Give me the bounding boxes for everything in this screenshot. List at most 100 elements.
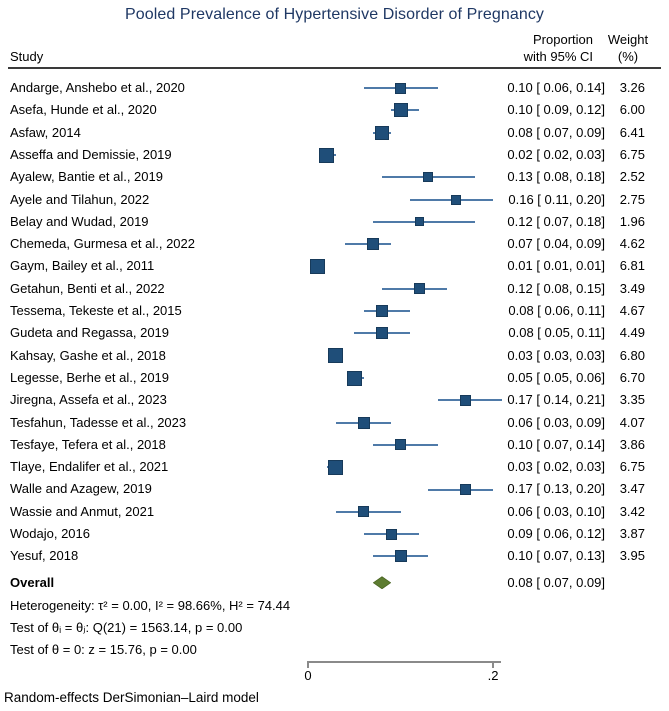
proportion-ci-value: 0.09 [ 0.06, 0.12] (507, 526, 605, 541)
header-divider (8, 67, 661, 69)
effect-square (414, 217, 424, 227)
ci-line (409, 198, 493, 201)
column-header-proportion-line1: Proportion (533, 32, 593, 47)
effect-square (376, 327, 388, 340)
column-header-weight-line1: Weight (607, 32, 649, 47)
effect-square (357, 416, 370, 429)
effect-square (376, 305, 388, 318)
study-label: Ayele and Tilahun, 2022 (10, 191, 150, 207)
study-label: Walle and Azagew, 2019 (10, 481, 152, 497)
weight-value: 4.67 (619, 303, 645, 318)
overall-proportion-ci-value: 0.08 [ 0.07, 0.09] (507, 574, 605, 590)
weight-value: 2.75 (619, 191, 645, 207)
study-label: Asefa, Hunde et al., 2020 (10, 102, 157, 118)
weight-value: 6.00 (619, 102, 645, 118)
table-row: Gudeta and Regassa, 2019 0.08 [ 0.05, 0.1… (0, 322, 669, 344)
effect-square (459, 484, 471, 496)
page-title: Pooled Prevalence of Hypertensive Disord… (124, 6, 545, 23)
effect-square (346, 370, 362, 386)
table-row: Tessema, Tekeste et al., 2015 0.08 [ 0.06… (0, 300, 669, 322)
x-axis (308, 661, 501, 663)
weight-value: 6.80 (619, 347, 645, 363)
table-row: Walle and Azagew, 2019 0.17 [ 0.13, 0.20]… (0, 478, 669, 500)
weight-value: 4.07 (619, 414, 645, 430)
effect-square (328, 459, 344, 475)
x-axis-tick-02 (492, 661, 494, 668)
heterogeneity-stat: Heterogeneity: τ² = 0.00, I² = 98.66%, H… (10, 598, 291, 613)
proportion-ci-value: 0.12 [ 0.08, 0.15] (507, 280, 605, 296)
table-row: Getahun, Benti et al., 2022 0.12 [ 0.08, … (0, 278, 669, 300)
proportion-ci-value: 0.10 [ 0.06, 0.14] (507, 80, 605, 95)
column-header-weight: Weight (%) (604, 31, 652, 65)
effect-square (328, 348, 344, 364)
proportion-ci-value: 0.06 [ 0.03, 0.09] (507, 414, 605, 430)
effect-square (395, 439, 406, 451)
proportion-ci-value: 0.16 [ 0.11, 0.20] (508, 191, 605, 207)
study-label: Asfaw, 2014 (10, 124, 81, 140)
effect-square (451, 194, 461, 205)
study-label: Yesuf, 2018 (10, 548, 79, 564)
table-row: Kahsay, Gashe et al., 2018 0.03 [ 0.03, 0… (0, 345, 669, 367)
effect-square (413, 283, 425, 295)
weight-value: 3.47 (619, 481, 645, 497)
effect-square (395, 82, 406, 94)
effect-square (319, 147, 334, 163)
table-row: Ayalew, Bantie et al., 2019 0.13 [ 0.08, … (0, 166, 669, 188)
study-label: Tessema, Tekeste et al., 2015 (10, 303, 182, 318)
ci-line (372, 443, 438, 446)
table-row: Chemeda, Gurmesa et al., 2022 0.07 [ 0.04… (0, 233, 669, 255)
weight-value: 6.75 (619, 459, 645, 475)
ci-line (382, 287, 447, 290)
table-row: Tesfaye, Tefera et al., 2018 0.10 [ 0.07,… (0, 434, 669, 456)
ci-line (437, 399, 503, 402)
weight-value: 6.41 (619, 124, 645, 140)
column-header-weight-line2: (%) (617, 49, 639, 64)
overall-diamond (372, 576, 392, 590)
study-label: Wassie and Anmut, 2021 (10, 503, 155, 519)
weight-value: 3.49 (619, 280, 645, 296)
table-row: Andarge, Anshebo et al., 2020 0.10 [ 0.06… (0, 77, 669, 99)
study-label: Asseffa and Demissie, 2019 (10, 146, 172, 162)
effect-square (423, 172, 434, 183)
study-label: Legesse, Berhe et al., 2019 (10, 369, 170, 385)
table-row: Legesse, Berhe et al., 2019 0.05 [ 0.05, … (0, 367, 669, 389)
proportion-ci-value: 0.08 [ 0.07, 0.09] (507, 124, 605, 140)
study-label: Wodajo, 2016 (10, 526, 90, 541)
table-row: Tesfahun, Tadesse et al., 2023 0.06 [ 0.0… (0, 412, 669, 434)
x-axis-tick-label-0: 0 (304, 668, 312, 683)
weight-value: 3.42 (619, 503, 645, 519)
table-row: Asefa, Hunde et al., 2020 0.10 [ 0.09, 0.… (0, 99, 669, 121)
effect-square (394, 550, 407, 563)
weight-value: 1.96 (619, 213, 645, 229)
weight-value: 2.52 (619, 169, 645, 185)
proportion-ci-value: 0.02 [ 0.02, 0.03] (507, 146, 605, 162)
proportion-ci-value: 0.05 [ 0.05, 0.06] (507, 369, 605, 385)
proportion-ci-value: 0.13 [ 0.08, 0.18] (507, 169, 605, 185)
x-axis-tick-label-02: .2 (487, 668, 499, 683)
table-row: Belay and Wudad, 2019 0.12 [ 0.07, 0.18] 1… (0, 211, 669, 233)
weight-value: 3.95 (619, 548, 645, 564)
weight-value: 3.87 (619, 526, 645, 541)
ci-line (372, 220, 475, 223)
study-label: Jiregna, Assefa et al., 2023 (10, 392, 167, 408)
ci-line (428, 488, 493, 491)
proportion-ci-value: 0.10 [ 0.07, 0.14] (507, 436, 605, 452)
overall-effect-test-stat: Test of θ = 0: z = 15.76, p = 0.00 (10, 642, 197, 657)
x-axis-tick-0 (307, 661, 309, 668)
ci-line (335, 510, 401, 513)
overall-label: Overall (10, 574, 55, 590)
study-label: Kahsay, Gashe et al., 2018 (10, 347, 166, 363)
overall-row: Overall 0.08 [ 0.07, 0.09] (0, 572, 669, 594)
column-header-proportion: Proportion with 95% CI (448, 31, 593, 65)
weight-value: 6.81 (619, 258, 645, 274)
homogeneity-test-stat: Test of θᵢ = θⱼ: Q(21) = 1563.14, p = 0.… (10, 620, 243, 635)
study-label: Getahun, Benti et al., 2022 (10, 280, 165, 296)
table-row: Jiregna, Assefa et al., 2023 0.17 [ 0.14,… (0, 389, 669, 411)
effect-square (366, 238, 379, 251)
table-row: Ayele and Tilahun, 2022 0.16 [ 0.11, 0.20… (0, 189, 669, 211)
proportion-ci-value: 0.17 [ 0.14, 0.21] (507, 392, 605, 408)
proportion-ci-value: 0.03 [ 0.03, 0.03] (507, 347, 605, 363)
table-row: Asfaw, 2014 0.08 [ 0.07, 0.09] 6.41 (0, 122, 669, 144)
study-label: Tesfahun, Tadesse et al., 2023 (10, 414, 187, 430)
